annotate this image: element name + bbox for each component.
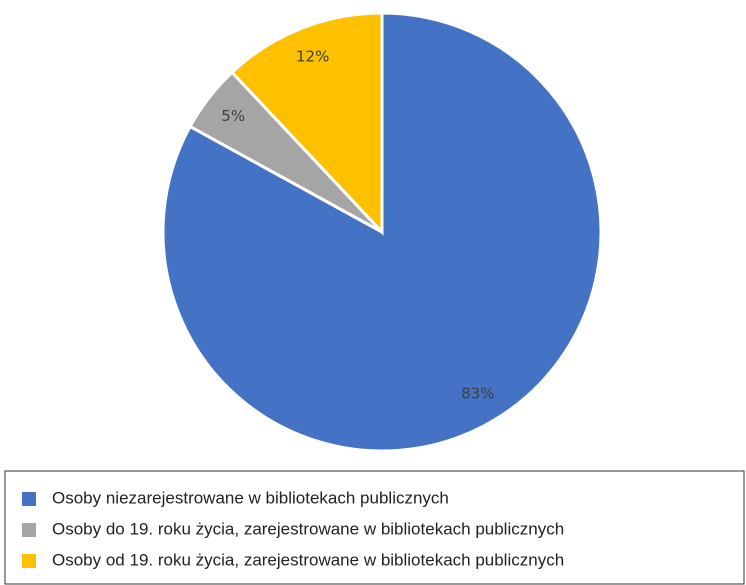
legend-swatch — [22, 523, 36, 537]
pie-slice — [229, 11, 384, 236]
legend-label: Osoby od 19. roku życia, zarejestrowane … — [52, 550, 564, 569]
legend-swatch — [22, 492, 36, 506]
data-label: 5% — [221, 107, 245, 125]
legend-box — [4, 470, 745, 585]
data-label: 83% — [461, 385, 494, 403]
legend-label: Osoby do 19. roku życia, zarejestrowane … — [52, 519, 564, 538]
legend-swatch — [22, 554, 36, 568]
data-label: 12% — [296, 47, 329, 65]
legend-label: Osoby niezarejestrowane w bibliotekach p… — [52, 488, 449, 507]
